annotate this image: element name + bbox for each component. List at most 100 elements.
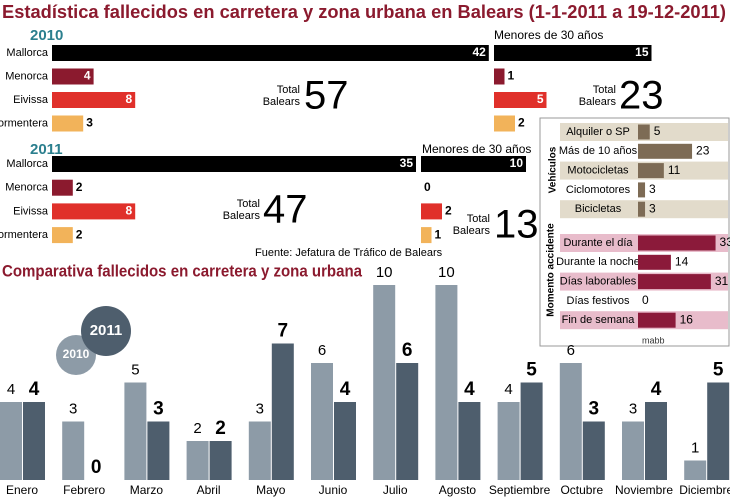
category-label: Menorca [5, 70, 49, 82]
value-label: 2 [445, 204, 452, 218]
category-label: Mallorca [6, 158, 48, 170]
x-tick-label: Marzo [130, 483, 164, 497]
value-label: 3 [86, 116, 93, 130]
total-label: Total [467, 213, 490, 225]
bar [186, 441, 209, 480]
value-label: 2 [215, 418, 226, 439]
bar [638, 312, 676, 328]
main-title: Estadística fallecidos en carretera y zo… [2, 2, 726, 22]
bar [421, 156, 526, 172]
value-label: 8 [126, 92, 133, 106]
source: Fuente: Jefatura de Tráfico de Balears [255, 247, 443, 259]
value-label: 3 [69, 400, 77, 417]
x-tick-label: Abril [197, 483, 221, 497]
value-label: 11 [668, 163, 681, 177]
bar [494, 68, 505, 85]
group-label: Vehículos [548, 146, 559, 193]
bar [52, 68, 94, 85]
value-label: 4 [651, 379, 662, 400]
value-label: 8 [126, 204, 133, 218]
value-label: 2 [76, 227, 83, 241]
value-label: 5 [537, 92, 544, 106]
x-tick-label: Junio [319, 483, 348, 497]
category-label: Motocicletas [567, 165, 629, 177]
value-label: 5 [131, 361, 139, 378]
bar [421, 227, 432, 244]
bar [638, 235, 716, 251]
bar [52, 115, 84, 132]
value-label: 10 [510, 156, 524, 170]
total-label: Balears [263, 96, 301, 108]
bar [52, 179, 73, 196]
bar [638, 124, 650, 140]
value-label: 4 [7, 381, 15, 398]
bar [52, 227, 73, 244]
bar [23, 402, 45, 480]
value-label: 33 [720, 235, 730, 249]
chart-title: Comparativa fallecidos en carretera y zo… [2, 261, 362, 280]
bar [52, 92, 136, 108]
value-label: 35 [400, 156, 414, 170]
total-label: Balears [453, 225, 491, 237]
x-tick-label: Octubre [560, 483, 603, 497]
value-label: 4 [340, 379, 351, 400]
chart-title: Menores de 30 años [422, 142, 531, 156]
value-label: 16 [680, 312, 694, 326]
category-label: Fin de semana [562, 314, 636, 326]
value-label: 14 [675, 254, 689, 268]
category-label: Eivissa [13, 205, 49, 217]
category-label: Ciclomotores [566, 184, 631, 196]
category-label: Menorca [5, 182, 49, 194]
chart-title: Menores de 30 años [494, 28, 603, 42]
bar [494, 115, 515, 132]
value-label: 3 [589, 399, 600, 420]
value-label: 4 [464, 379, 475, 400]
value-label: 4 [84, 69, 91, 83]
total-label: Total [237, 198, 260, 210]
bar [684, 460, 707, 480]
credit: mabb [642, 335, 665, 345]
bar [396, 363, 419, 480]
value-label: 6 [402, 340, 413, 361]
total-label: Balears [223, 210, 261, 222]
category-label: Formentera [0, 117, 49, 129]
category-label: Alquiler o SP [566, 126, 630, 138]
bar [638, 201, 646, 217]
value-label: 1 [691, 439, 699, 456]
category-label: Más de 10 años [559, 145, 638, 157]
chart-title: 2011 [30, 141, 63, 158]
value-label: 3 [649, 182, 656, 196]
value-label: 31 [715, 274, 729, 288]
x-tick-label: Noviembre [615, 483, 673, 497]
total-label: Balears [579, 96, 617, 108]
panel-box [539, 117, 730, 347]
total-value: 23 [619, 74, 664, 118]
value-label: 3 [153, 399, 164, 420]
bar [559, 363, 582, 480]
bar [638, 274, 711, 290]
value-label: 3 [256, 400, 264, 417]
value-label: 0 [91, 457, 102, 478]
value-label: 10 [438, 264, 455, 281]
group-label: Momento accidente [546, 223, 557, 317]
bar [707, 382, 730, 480]
bar [248, 421, 271, 480]
bar [62, 421, 85, 480]
category-label: Días festivos [567, 295, 630, 307]
value-label: 10 [376, 264, 393, 281]
value-label: 2 [518, 116, 525, 130]
bar [124, 382, 147, 480]
bar [421, 203, 442, 220]
category-label: Formentera [0, 229, 49, 241]
bar [638, 254, 671, 270]
bar [494, 45, 652, 61]
x-tick-label: Julio [383, 483, 408, 497]
value-label: 42 [472, 45, 486, 59]
total-value: 47 [263, 188, 308, 232]
value-label: 4 [29, 379, 40, 400]
bar [622, 421, 644, 480]
bar [373, 285, 396, 480]
bar [52, 203, 136, 220]
bar [52, 156, 416, 172]
